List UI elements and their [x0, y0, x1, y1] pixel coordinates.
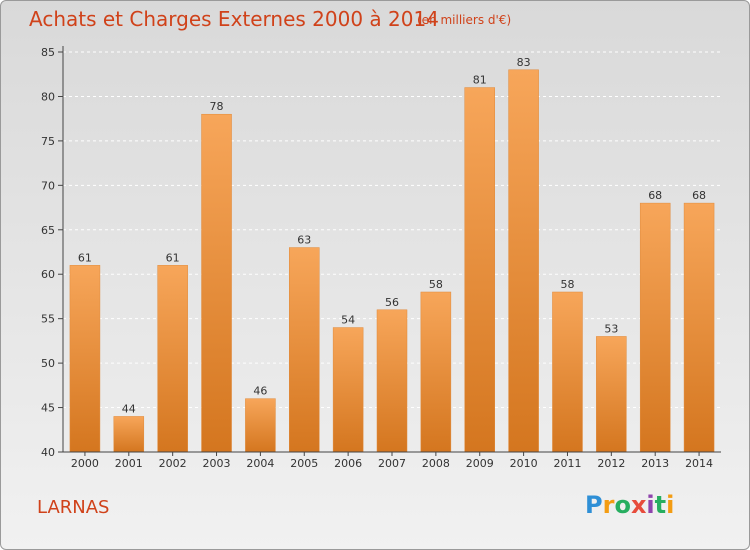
y-tick-label: 50: [41, 357, 55, 370]
data-label: 46: [253, 385, 267, 398]
x-tick-label: 2001: [115, 457, 143, 470]
bar: [596, 336, 627, 453]
brand-letter: t: [654, 491, 667, 519]
bar: [508, 69, 539, 453]
bar: [113, 416, 145, 453]
y-tick-label: 60: [41, 268, 55, 281]
y-tick-label: 75: [41, 135, 55, 148]
bars: [69, 69, 715, 453]
x-tick-label: 2007: [378, 457, 406, 470]
y-tick-label: 85: [41, 46, 55, 59]
data-label: 81: [473, 74, 487, 87]
brand-letter: x: [630, 491, 647, 519]
y-tick-label: 40: [41, 446, 55, 459]
y-tick-label: 65: [41, 224, 55, 237]
bar: [552, 291, 583, 453]
brand-letter: i: [666, 491, 675, 519]
y-tick-label: 45: [41, 402, 55, 415]
data-label: 68: [692, 189, 706, 202]
bar: [245, 398, 276, 453]
data-label: 53: [604, 322, 618, 335]
data-label: 58: [429, 278, 443, 291]
bar: [289, 247, 320, 453]
data-label: 63: [297, 234, 311, 247]
location-label: LARNAS: [37, 497, 110, 518]
bar: [332, 327, 364, 453]
data-label: 58: [560, 278, 574, 291]
data-label: 54: [341, 314, 355, 327]
data-label: 44: [122, 402, 136, 415]
x-tick-label: 2004: [246, 457, 274, 470]
axes: [58, 46, 721, 456]
brand-letter: r: [602, 491, 615, 519]
bar: [69, 265, 101, 453]
bar: [639, 202, 671, 453]
brand-letter: P: [585, 491, 603, 519]
data-label: 61: [166, 251, 180, 264]
brand-letter: i: [646, 491, 655, 519]
x-tick-label: 2002: [159, 457, 187, 470]
x-tick-label: 2013: [641, 457, 669, 470]
bar: [464, 87, 495, 453]
y-tick-label: 55: [41, 313, 55, 326]
x-tick-label: 2005: [290, 457, 318, 470]
bar: [420, 291, 452, 453]
x-tick-label: 2000: [71, 457, 99, 470]
x-tick-label: 2006: [334, 457, 362, 470]
x-tick-label: 2009: [466, 457, 494, 470]
x-tick-label: 2008: [422, 457, 450, 470]
data-label: 56: [385, 296, 399, 309]
brand-letter: o: [614, 491, 631, 519]
x-tick-label: 2003: [203, 457, 231, 470]
data-label: 78: [210, 100, 224, 113]
labels: 40 45 50 55 60 65 70 75 80 85 61 2000 44 2001 61 2002 78…: [41, 46, 713, 470]
chart-unit: (en milliers d'€): [417, 13, 512, 27]
brand-logo: Proxiti: [585, 491, 674, 519]
bar: [683, 202, 715, 453]
y-tick-label: 80: [41, 90, 55, 103]
bar: [201, 113, 232, 453]
chart-title: Achats et Charges Externes 2000 à 2014: [29, 7, 439, 31]
x-tick-label: 2012: [597, 457, 625, 470]
bar: [376, 309, 408, 453]
x-tick-label: 2014: [685, 457, 713, 470]
y-tick-label: 70: [41, 179, 55, 192]
bar: [157, 265, 188, 453]
data-label: 83: [517, 56, 531, 69]
x-tick-label: 2011: [553, 457, 581, 470]
data-label: 61: [78, 251, 92, 264]
data-label: 68: [648, 189, 662, 202]
x-tick-label: 2010: [510, 457, 538, 470]
